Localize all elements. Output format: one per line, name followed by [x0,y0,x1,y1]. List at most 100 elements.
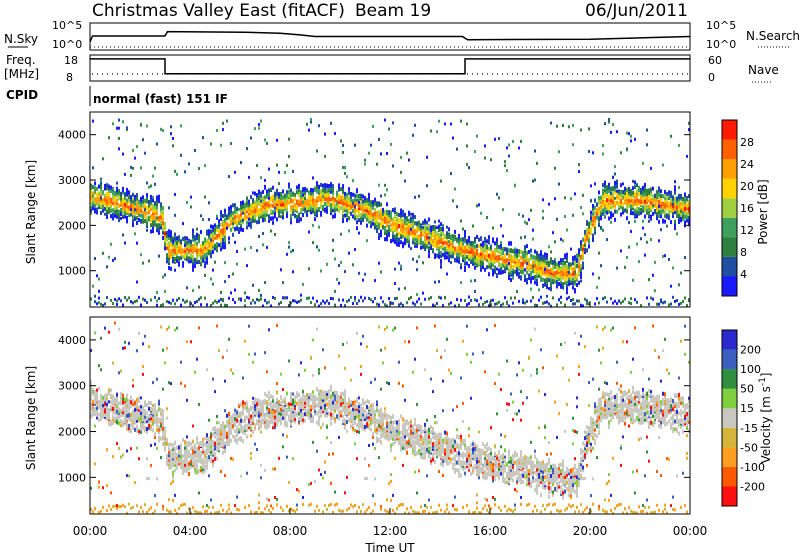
power-cell [362,213,364,218]
power-cell [144,151,146,155]
power-cell [276,138,278,142]
power-cell [312,223,314,227]
power-cell [528,249,530,254]
power-cell [202,253,204,258]
power-cell [108,202,110,207]
power-cell [112,208,114,213]
power-cell [518,271,520,276]
power-cell [342,298,344,302]
power-cell [220,291,222,294]
power-cell [304,194,306,199]
power-cell [212,249,214,254]
power-cell [396,216,398,221]
power-cell [228,206,230,211]
power-cell [106,206,108,211]
power-cell [106,186,108,191]
power-cell [384,193,386,197]
power-cell [604,122,606,126]
colorbar-swatch [722,276,737,296]
power-cell [184,253,186,258]
velocity-cell [108,413,110,418]
power-cell [480,255,482,260]
power-cell [356,226,358,231]
power-cell [308,208,310,212]
power-cell [240,215,242,220]
velocity-cell [138,457,140,461]
power-cell [290,188,292,193]
power-cell [92,284,94,288]
power-cell [412,240,414,245]
power-cell [228,296,230,300]
velocity-cell [132,384,134,388]
power-cell [572,256,574,261]
power-cell [346,208,348,213]
power-cell [330,197,332,202]
velocity-cell [106,448,108,452]
power-cell [676,201,678,206]
velocity-cell [126,413,128,418]
velocity-cell [98,405,100,410]
power-cell [244,202,246,207]
power-cell [180,246,182,251]
power-cell [402,244,404,249]
power-cell [322,299,324,303]
power-cell [356,302,358,305]
power-cell [232,232,234,237]
power-cell [620,193,622,198]
power-cell [196,247,198,252]
power-cell [100,184,102,188]
power-cell [674,222,676,227]
power-cell [300,217,302,222]
power-cell [392,121,394,125]
power-cell [612,186,614,191]
power-cell [530,264,532,269]
power-cell [438,248,440,253]
power-cell [346,199,348,204]
power-cell [634,298,636,302]
power-cell [266,201,268,206]
power-cell [434,220,436,224]
power-cell [156,205,158,209]
power-cell [442,226,444,230]
velocity-cell [94,395,96,399]
power-cell [186,243,188,248]
power-cell [304,190,306,195]
power-cell [672,195,674,200]
power-cell [162,230,164,235]
power-cell [604,209,606,214]
power-cell [642,226,644,230]
power-cell [104,302,106,306]
power-cell [556,303,558,307]
velocity-cell [144,409,146,414]
power-cell [506,247,508,252]
power-cell [196,241,198,246]
power-cell [228,274,230,278]
power-cell [92,206,94,211]
power-cell [578,280,580,285]
power-cell [630,204,632,209]
power-cell [578,257,580,262]
power-cell [658,214,660,219]
power-cell [476,204,478,208]
velocity-cell [106,404,108,409]
power-cell [236,226,238,231]
power-cell [342,190,344,195]
power-cell [164,273,166,277]
power-cell [222,298,224,302]
power-cell [296,185,298,190]
power-cell [158,194,160,199]
power-cell [592,151,594,155]
power-cell [544,258,546,263]
nsearch-label: N.Search [746,29,800,43]
velocity-cell [154,416,156,421]
velocity-cell [90,389,92,394]
power-cell [358,231,360,235]
power-cell [626,187,628,192]
power-cell [248,207,250,212]
power-cell [180,153,182,157]
power-cell [582,246,584,251]
velocity-cell [118,505,120,509]
power-cell [120,202,122,207]
power-cell [116,209,118,214]
power-cell [112,195,114,200]
